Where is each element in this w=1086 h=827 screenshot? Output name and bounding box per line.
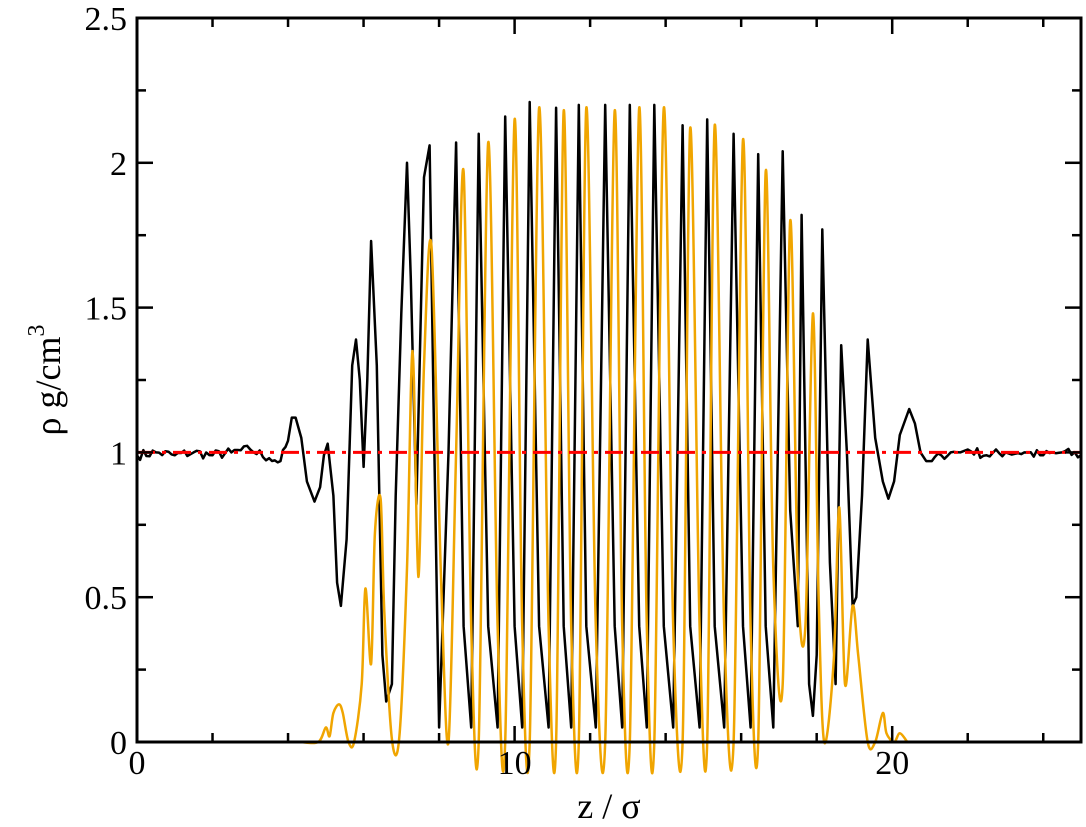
y-axis-title-group: ρ g/cm3 — [24, 325, 68, 436]
y-axis-title: ρ g/cm3 — [24, 325, 68, 436]
series-layer — [135, 100, 1082, 775]
plot-area: 0 10 20 0 0.5 1 1.5 2 2.5 — [85, 1, 1083, 782]
y-tick-label: 1.5 — [85, 291, 128, 328]
x-tick-label: 20 — [875, 745, 909, 782]
y-tick-label: 0.5 — [85, 580, 128, 617]
x-tick-label: 10 — [498, 745, 532, 782]
y-axis-title-superscript: 3 — [24, 325, 50, 337]
y-axis-title-main: ρ g/cm — [28, 337, 68, 436]
tick-layer: 0 10 20 0 0.5 1 1.5 2 2.5 — [85, 1, 1081, 782]
y-tick-label: 0 — [110, 725, 127, 762]
y-tick-label: 2.5 — [85, 1, 128, 38]
x-tick-label: 0 — [129, 745, 146, 782]
y-tick-label: 1 — [110, 435, 127, 472]
series-orange-line — [287, 106, 909, 775]
series-black-line — [135, 100, 1082, 729]
y-tick-label: 2 — [110, 146, 127, 183]
x-axis-title: z / σ — [577, 786, 640, 826]
